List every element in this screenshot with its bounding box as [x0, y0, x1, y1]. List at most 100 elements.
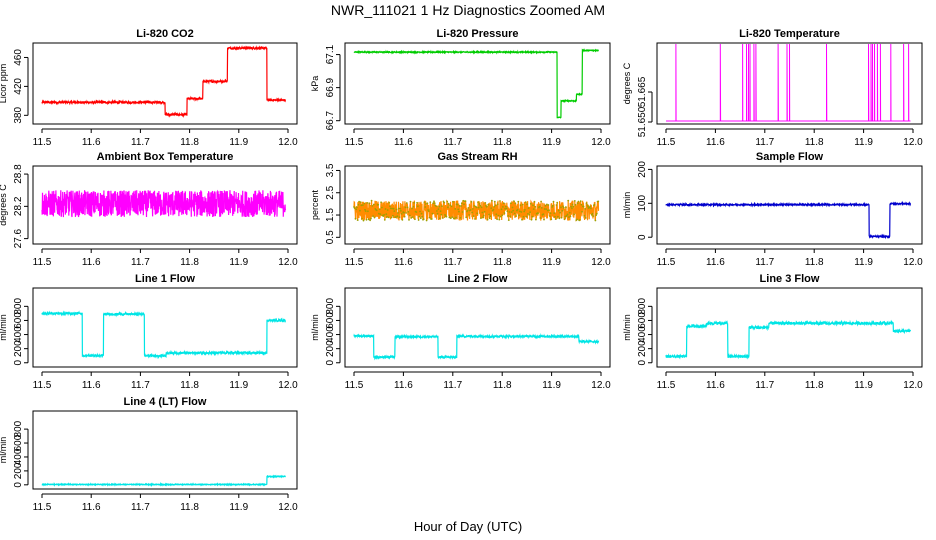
data-point: [538, 205, 541, 208]
data-point: [411, 207, 413, 210]
x-tick-label: 11.8: [493, 257, 512, 268]
x-tick-label: 11.7: [131, 380, 150, 391]
x-tick-label: 11.9: [542, 380, 561, 391]
data-point: [409, 200, 412, 203]
data-point: [432, 202, 435, 205]
data-point: [484, 202, 487, 204]
data-point: [419, 210, 421, 213]
data-point: [381, 206, 383, 209]
data-point: [403, 211, 405, 214]
plot-frame: [344, 165, 611, 245]
data-point: [551, 204, 554, 207]
data-point: [592, 215, 595, 218]
y-tick-label: 200: [13, 340, 24, 357]
panel-title: Sample Flow: [756, 151, 824, 163]
y-axis-label: ml/min: [0, 314, 8, 341]
chart-panel: Line 1 Flow 11.5 11.6 11.7 11.8 11.9 12.0 0 2004…: [0, 273, 298, 391]
data-point: [554, 215, 556, 218]
data-point: [482, 214, 485, 217]
x-tick-label: 11.5: [33, 380, 52, 391]
data-point: [586, 204, 589, 206]
data-point: [521, 218, 523, 221]
plot-frame: [656, 42, 923, 125]
data-point: [417, 219, 420, 221]
data-point: [566, 213, 569, 216]
data-series-line: [41, 189, 287, 218]
x-tick-label: 11.8: [180, 502, 199, 513]
data-point: [416, 201, 418, 204]
data-point: [445, 215, 448, 218]
data-point: [485, 205, 488, 208]
data-point: [413, 201, 416, 204]
data-point: [567, 199, 570, 202]
data-point: [372, 203, 375, 206]
data-point: [570, 205, 572, 208]
data-point: [524, 209, 526, 211]
y-tick-label: 51.665: [637, 76, 648, 107]
y-tick-label: 100: [637, 195, 648, 212]
data-point: [584, 217, 587, 219]
panel-title: Line 1 Flow: [135, 273, 195, 285]
y-axis-label: ml/min: [0, 437, 8, 464]
data-point: [594, 219, 597, 222]
data-series-line: [353, 48, 599, 119]
data-point: [529, 202, 532, 205]
chart-panel: Line 4 (LT) Flow 11.5 11.6 11.7 11.8 11.9 12.0…: [0, 396, 298, 513]
x-tick-label: 11.8: [805, 380, 824, 391]
x-tick-label: 11.5: [345, 137, 364, 148]
y-tick-label: 200: [637, 340, 648, 357]
data-point: [493, 205, 495, 208]
data-point: [572, 205, 575, 208]
data-point: [582, 205, 585, 208]
data-point: [411, 216, 414, 219]
data-point: [427, 210, 430, 213]
data-point: [584, 208, 586, 210]
data-point: [441, 217, 444, 219]
data-point: [507, 215, 509, 217]
data-point: [539, 217, 542, 219]
data-point: [425, 203, 427, 205]
data-point: [474, 218, 476, 220]
data-point: [516, 208, 519, 211]
data-point: [366, 202, 369, 204]
chart-panel: Ambient Box Temperature 11.5 11.6 11.7 11.8 1…: [0, 151, 298, 268]
chart-panel: Line 2 Flow 11.5 11.6 11.7 11.8 11.9 12.0 0 2004…: [310, 273, 611, 391]
data-point: [560, 206, 562, 209]
x-tick-label: 11.8: [493, 137, 512, 148]
data-point: [379, 213, 382, 216]
data-point: [518, 214, 520, 217]
data-point: [470, 200, 473, 203]
x-tick-label: 11.6: [394, 257, 413, 268]
data-point: [587, 205, 589, 208]
x-tick-label: 11.5: [657, 137, 676, 148]
panels-group: Li-820 CO2 11.5 11.6 11.7 11.8 11.9 12.0 380 420…: [0, 28, 923, 513]
data-point: [595, 212, 598, 215]
x-tick-label: 11.6: [82, 380, 101, 391]
data-point: [528, 213, 531, 216]
data-point: [448, 216, 451, 219]
data-point: [547, 204, 550, 206]
data-point: [509, 215, 512, 218]
data-point: [534, 205, 537, 208]
x-tick-label: 11.8: [180, 380, 199, 391]
x-tick-label: 11.7: [131, 502, 150, 513]
x-tick-label: 12.0: [591, 380, 611, 391]
data-point: [400, 210, 402, 212]
data-point: [396, 215, 399, 218]
data-point: [558, 217, 561, 220]
x-tick-label: 11.5: [33, 502, 52, 513]
data-point: [544, 204, 547, 207]
data-point: [378, 208, 381, 211]
data-point: [562, 205, 564, 208]
data-point: [524, 201, 527, 204]
y-tick-label: 51.650: [637, 106, 648, 137]
y-tick-label: 380: [13, 107, 24, 124]
data-point: [577, 200, 580, 203]
data-point: [400, 213, 403, 215]
data-point: [546, 209, 549, 212]
data-point: [433, 200, 435, 203]
data-point: [559, 211, 561, 214]
data-point: [477, 206, 480, 209]
data-point: [391, 207, 393, 210]
data-point: [496, 203, 499, 206]
